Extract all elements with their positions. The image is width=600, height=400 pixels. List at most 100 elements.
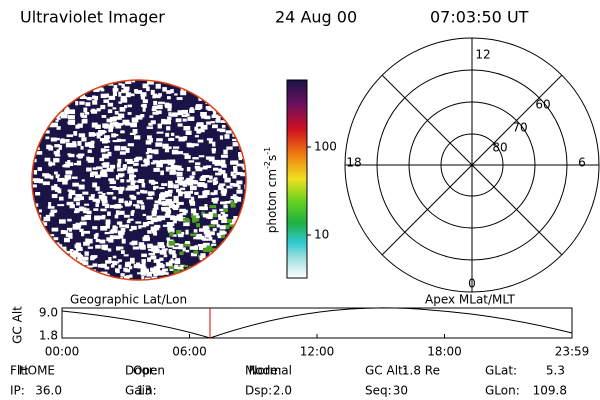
pixel [218,264,224,270]
pixel [119,224,126,228]
pixel [148,248,154,251]
pixel [173,195,179,201]
pixel [120,179,125,183]
pixel [219,225,226,230]
pixel [183,222,190,227]
pixel [157,104,163,110]
pixel [90,194,95,197]
pixel [210,220,217,225]
pixel [203,270,208,275]
pixel [116,246,121,251]
status-label: Door: [125,364,158,378]
pixel [65,139,70,143]
pixel [200,124,208,130]
pixel [199,228,206,232]
pixel [72,223,77,229]
pixel [92,276,97,280]
pixel [104,145,110,149]
pixel [94,215,100,221]
pixel [131,122,137,127]
pixel [134,89,139,93]
pixel [213,177,218,180]
pixel [141,182,146,188]
pixel [43,269,47,272]
pixel [196,123,200,127]
right-map-label: Apex MLat/MLT [425,293,515,307]
pixel [227,99,231,102]
pixel [76,202,80,206]
pixel [68,83,74,87]
pixel [233,82,238,88]
pixel [167,201,172,206]
pixel [118,198,124,204]
pixel [174,93,178,96]
status-value: HOME [19,364,55,378]
pixel [73,197,81,202]
pixel [57,204,65,207]
pixel [234,239,240,244]
pixel [140,95,146,100]
pixel [197,195,205,199]
pixel [79,221,87,226]
pixel [233,166,238,170]
pixel [86,210,92,215]
pixel [65,142,73,148]
pixel [124,159,131,162]
pixel [146,148,152,154]
pixel [32,250,40,256]
pixel [85,102,91,107]
pixel [77,123,83,128]
pixel [224,224,230,230]
pixel [224,248,232,253]
pixel [220,120,226,123]
pixel [183,153,189,156]
pixel [221,244,225,247]
pixel [192,143,199,147]
pixel [83,107,88,113]
pixel [162,160,169,164]
pixel [92,100,98,105]
pixel [190,107,194,110]
pixel [239,124,244,128]
pixel [56,126,61,130]
pixel [210,192,216,196]
pixel [184,194,191,199]
pixel [95,124,101,129]
pixel [159,279,166,280]
pixel [151,180,156,185]
pixel [48,234,55,237]
pixel [127,104,133,108]
pixel [125,147,130,153]
pixel [159,187,165,190]
pixel [126,220,131,224]
pixel [204,204,208,209]
pixel [230,265,238,268]
pixel [226,118,232,122]
pixel [49,212,55,217]
pixel [209,205,217,209]
pixel [199,206,206,211]
pixel [244,200,246,205]
pixel [141,205,145,210]
pixel [241,250,246,254]
pixel [118,234,124,239]
pixel [130,178,135,182]
pixel [121,89,128,94]
pixel [235,272,240,277]
pixel [168,203,173,206]
pixel [167,183,174,189]
pixel [245,246,246,252]
pixel [246,235,251,239]
status-label: IP: [10,384,25,398]
pixel [136,200,143,204]
pixel [152,160,158,164]
pixel [116,138,122,143]
pixel [219,208,224,212]
pixel [48,162,52,165]
disk-edge [31,79,247,281]
pixel [137,264,144,269]
pixel [32,264,36,269]
pixel [236,91,241,97]
pixel [66,201,74,206]
pixel [45,136,50,140]
